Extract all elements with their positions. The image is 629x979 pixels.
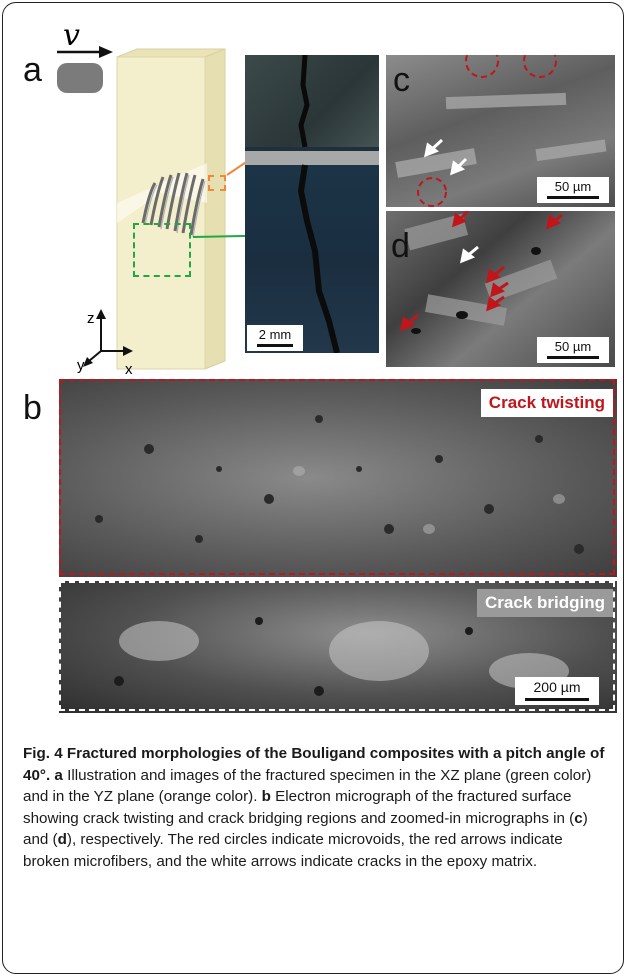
axes-icon — [83, 309, 133, 367]
scale-bar-2mm: 2 mm — [247, 325, 303, 351]
caption-label-a: a — [54, 766, 63, 784]
scale-bar-c: 50 µm — [537, 177, 609, 203]
caption-title: Fig. 4 Fractured morphologies of the Bou… — [23, 745, 605, 784]
scale-bar-2mm-label: 2 mm — [258, 327, 292, 342]
axis-z-label: z — [87, 310, 95, 327]
scale-bar-d: 50 µm — [537, 337, 609, 363]
scale-bar-b-label: 200 µm — [533, 679, 581, 695]
panel-c-letter: c — [393, 61, 410, 99]
axis-y-label: y — [77, 357, 85, 374]
panel-b-letter: b — [23, 389, 42, 427]
crack-twisting-region-box — [59, 379, 615, 575]
panel-a-letter: a — [23, 51, 42, 89]
caption-text-b: Electron micrograph of the fractured sur… — [23, 788, 575, 827]
cutting-probe — [57, 63, 103, 93]
caption-text-a: Illustration and images of the fractured… — [23, 766, 592, 806]
scale-bar-d-label: 50 µm — [554, 339, 592, 354]
crack-bridging-micrograph: Crack bridging 200 µm — [59, 581, 617, 713]
panel-c-micrograph: 50 µm — [386, 55, 615, 207]
panel-d-micrograph: 50 µm — [386, 211, 615, 367]
velocity-symbol: v — [63, 18, 80, 53]
fracture-photo-column: 2 mm — [245, 55, 379, 353]
xz-plane-photo — [245, 151, 379, 353]
caption-ref-c: c — [574, 809, 583, 827]
specimen-illustration — [116, 48, 226, 370]
crack-bridging-label: Crack bridging — [477, 589, 613, 617]
scale-bar-b: 200 µm — [515, 677, 599, 705]
caption-text-end: ), respectively. The red circles indicat… — [23, 831, 563, 870]
velocity-arrow-icon — [57, 46, 113, 58]
xz-plane-box — [133, 223, 191, 277]
scale-bar-c-label: 50 µm — [554, 179, 592, 194]
crack-twisting-label: Crack twisting — [480, 389, 613, 417]
yz-plane-box — [208, 175, 226, 191]
figure-caption: Fig. 4 Fractured morphologies of the Bou… — [23, 743, 611, 872]
caption-ref-d: d — [57, 831, 67, 848]
yz-plane-photo — [245, 55, 379, 147]
crack-twisting-micrograph: Crack twisting — [59, 379, 617, 577]
caption-label-b: b — [261, 788, 271, 805]
crack-bridging-region-box — [59, 581, 615, 711]
caption-text-and: ) and ( — [23, 809, 588, 849]
axis-x-label: x — [125, 361, 133, 378]
panel-d-letter: d — [391, 227, 410, 265]
